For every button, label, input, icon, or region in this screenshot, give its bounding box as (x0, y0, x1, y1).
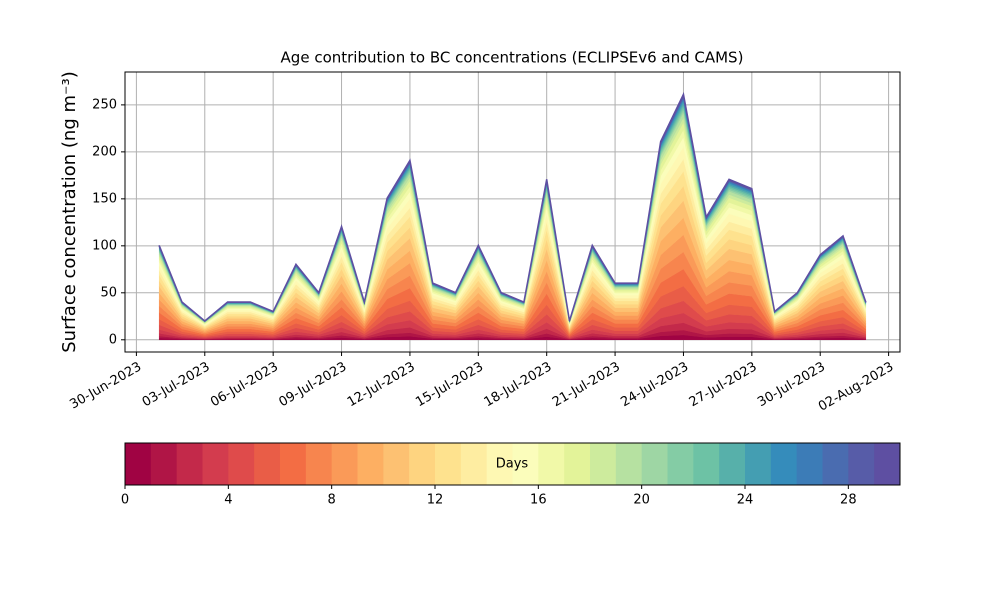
x-tick-label: 24-Jul-2023 (618, 360, 691, 411)
colorbar-tick-label: 28 (840, 493, 857, 508)
x-tick-label: 21-Jul-2023 (550, 360, 623, 411)
area-layer (158, 91, 867, 322)
colorbar-tick-label: 24 (737, 493, 754, 508)
colorbar-tick-label: 4 (224, 493, 232, 508)
y-axis-label: Surface concentration (ng m⁻³) (59, 71, 80, 353)
colorbar-tick-label: 0 (121, 493, 129, 508)
colorbar-cell (460, 443, 488, 485)
colorbar-cell (693, 443, 720, 485)
colorbar-cell (383, 443, 410, 485)
y-tick-label: 250 (92, 97, 117, 112)
x-tick-label: 06-Jul-2023 (208, 360, 281, 411)
x-tick-label: 15-Jul-2023 (413, 360, 486, 411)
colorbar-cell (590, 443, 617, 485)
colorbar-cell (409, 443, 436, 485)
x-tick-label: 12-Jul-2023 (345, 360, 418, 411)
x-tick-label: 02-Aug-2023 (816, 360, 896, 415)
colorbar-cell (874, 443, 901, 485)
colorbar-cell (512, 443, 539, 485)
colorbar-cell (615, 443, 643, 485)
colorbar-cell (538, 443, 565, 485)
y-tick-label: 150 (92, 191, 117, 206)
colorbar-cell (176, 443, 203, 485)
x-tick-label: 18-Jul-2023 (482, 360, 555, 411)
colorbar-tick-label: 16 (530, 493, 547, 508)
x-tick-label: 09-Jul-2023 (276, 360, 349, 411)
colorbar-cell (254, 443, 281, 485)
colorbar-cell (822, 443, 849, 485)
colorbar-cell (357, 443, 384, 485)
colorbar-tick-label: 8 (328, 493, 336, 508)
colorbar-cell (150, 443, 178, 485)
chart-title: Age contribution to BC concentrations (E… (281, 49, 744, 67)
colorbar-cell (202, 443, 229, 485)
colorbar-cell (435, 443, 462, 485)
colorbar-cell (486, 443, 513, 485)
colorbar-tick-label: 20 (633, 493, 650, 508)
plot-frame (124, 71, 901, 353)
y-tick-label: 0 (109, 332, 117, 347)
x-tick-label: 03-Jul-2023 (140, 360, 213, 411)
x-tick-label: 30-Jun-2023 (67, 360, 144, 413)
colorbar-cell (125, 443, 152, 485)
colorbar-cell (770, 443, 798, 485)
y-tick-label: 100 (92, 238, 117, 253)
colorbar-cell (796, 443, 823, 485)
colorbar-cell (745, 443, 772, 485)
y-tick-label: 50 (100, 285, 117, 300)
colorbar-label: Days (496, 457, 529, 472)
y-tick-label: 200 (92, 144, 117, 159)
colorbar-frame (124, 442, 901, 486)
x-tick-label: 27-Jul-2023 (687, 360, 760, 411)
colorbar-tick-label: 12 (427, 493, 444, 508)
colorbar-cell (719, 443, 746, 485)
colorbar-cell (641, 443, 668, 485)
colorbar-cell (848, 443, 875, 485)
colorbar-cell (331, 443, 358, 485)
colorbar-cell (564, 443, 591, 485)
colorbar-cell (305, 443, 333, 485)
colorbar-cell (228, 443, 255, 485)
colorbar-cell (280, 443, 307, 485)
colorbar-cell (667, 443, 694, 485)
